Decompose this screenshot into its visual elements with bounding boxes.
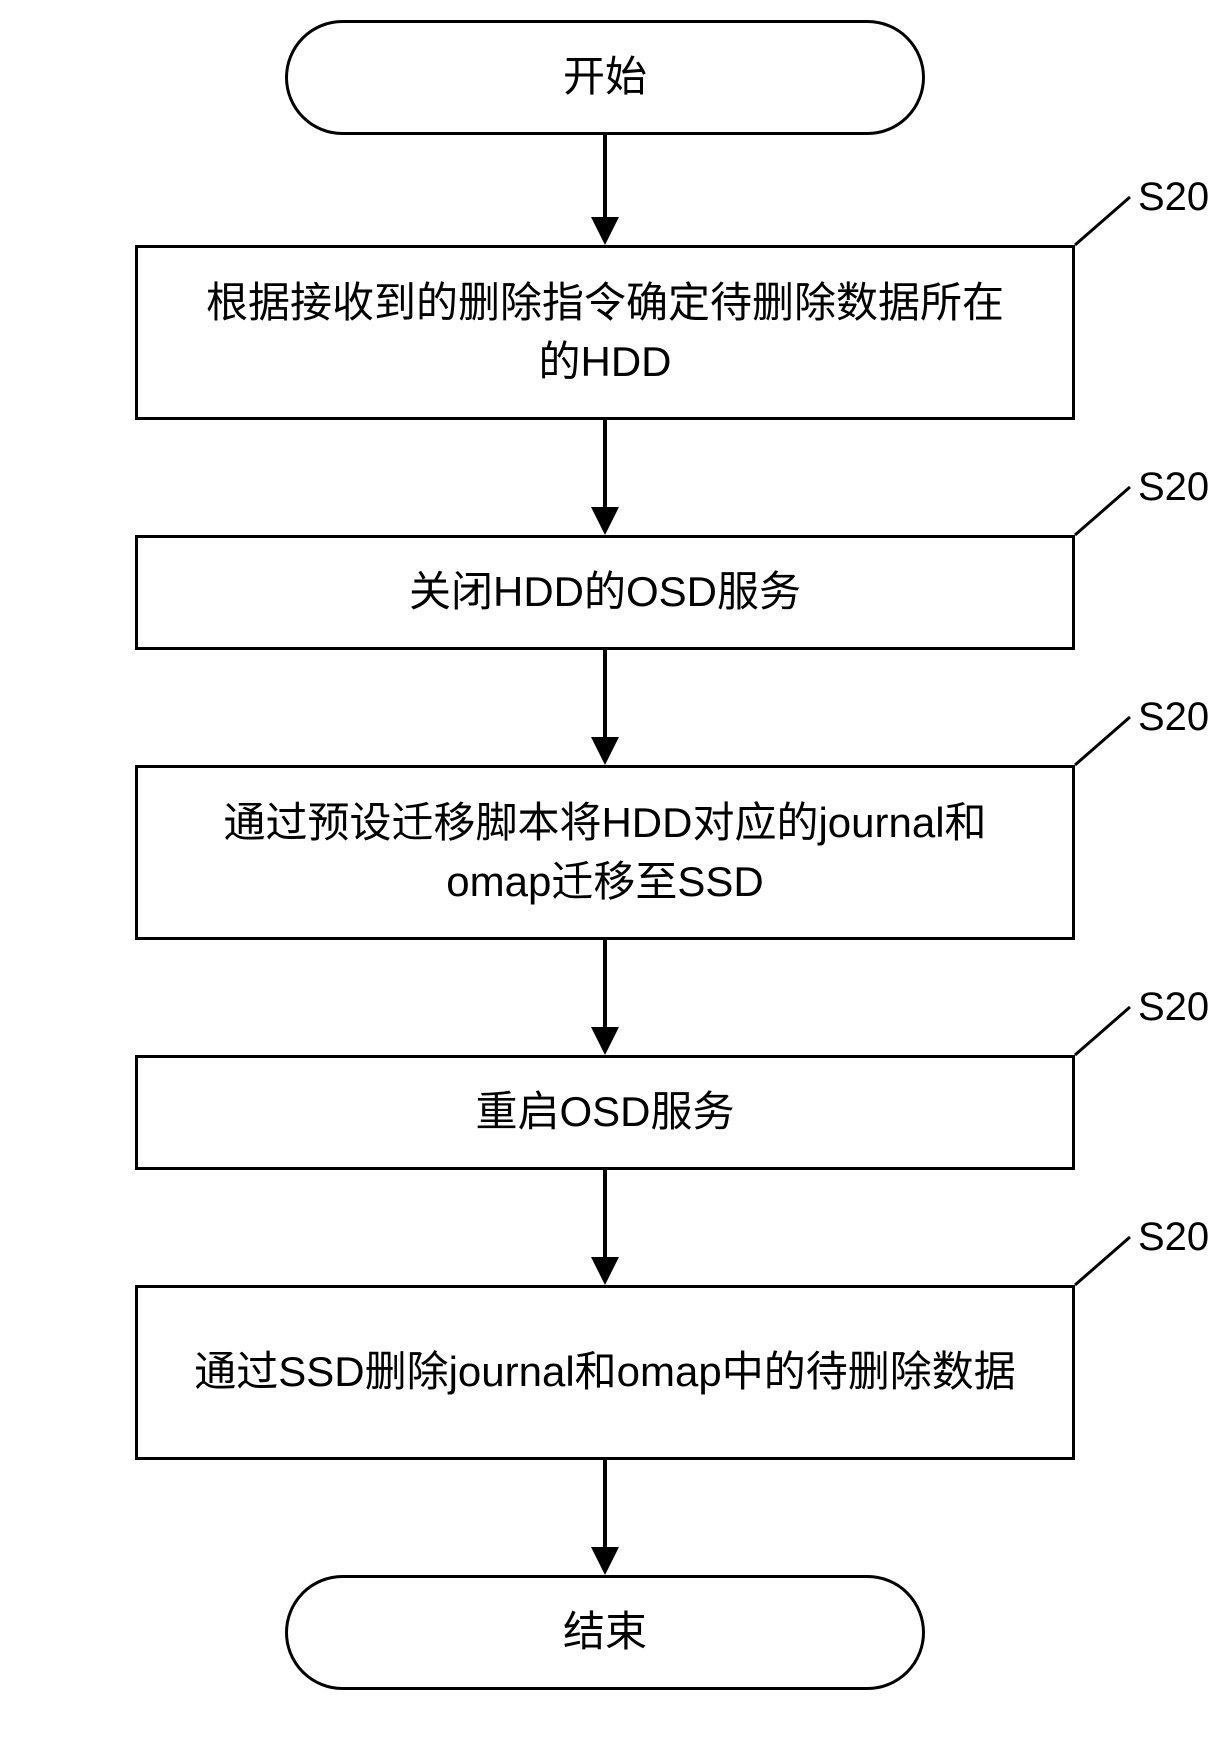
node-s202: 关闭HDD的OSD服务 (135, 535, 1075, 650)
node-text-s205: 通过SSD删除journal和omap中的待删除数据 (194, 1343, 1016, 1402)
arrow-head (591, 1257, 619, 1285)
arrow-head (591, 507, 619, 535)
node-text-s204: 重启OSD服务 (475, 1083, 734, 1142)
node-text-s202: 关闭HDD的OSD服务 (409, 563, 801, 622)
node-s201: 根据接收到的删除指令确定待删除数据所在 的HDD (135, 245, 1075, 420)
node-s204: 重启OSD服务 (135, 1055, 1075, 1170)
label-s203: S203 (1138, 695, 1208, 740)
arrow-line (603, 135, 607, 217)
arrow-head (591, 217, 619, 245)
arrow-head (591, 1547, 619, 1575)
label-s204: S204 (1138, 985, 1208, 1030)
label-s201: S201 (1138, 175, 1208, 220)
arrow-line (603, 1460, 607, 1547)
node-text-start: 开始 (563, 48, 647, 107)
node-text-end: 结束 (563, 1603, 647, 1662)
node-s203: 通过预设迁移脚本将HDD对应的journal和 omap迁移至SSD (135, 765, 1075, 940)
arrow-line (603, 1170, 607, 1257)
arrow-line (603, 650, 607, 737)
label-s205: S205 (1138, 1215, 1208, 1260)
arrow-head (591, 1027, 619, 1055)
arrow-line (603, 940, 607, 1027)
label-s202: S202 (1138, 465, 1208, 510)
flowchart-container: 开始根据接收到的删除指令确定待删除数据所在 的HDD S201 关闭HDD的OSD服… (0, 0, 1208, 1747)
node-start: 开始 (285, 20, 925, 135)
node-end: 结束 (285, 1575, 925, 1690)
arrow-line (603, 420, 607, 507)
arrow-head (591, 737, 619, 765)
node-text-s203: 通过预设迁移脚本将HDD对应的journal和 omap迁移至SSD (223, 794, 986, 912)
node-s205: 通过SSD删除journal和omap中的待删除数据 (135, 1285, 1075, 1460)
node-text-s201: 根据接收到的删除指令确定待删除数据所在 的HDD (206, 274, 1004, 392)
